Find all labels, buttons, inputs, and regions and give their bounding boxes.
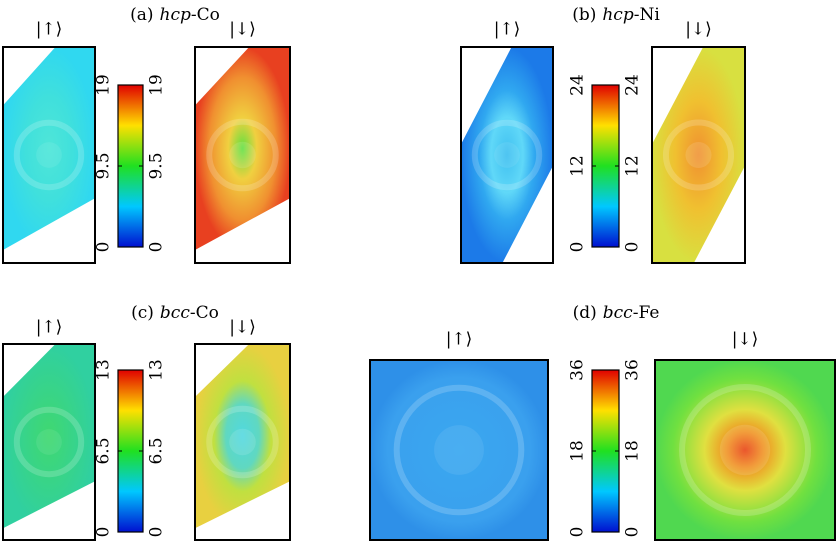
heatmap (3, 47, 95, 251)
element: -Co (191, 5, 220, 25)
colorbar-tick-label: 6.5 (147, 437, 167, 464)
colorbar (591, 369, 620, 533)
heatmap-feature (206, 405, 279, 479)
colorbar-tick-label: 0 (568, 527, 588, 538)
heatmap-border (369, 359, 549, 541)
colorbar-tick-label: 19 (147, 74, 167, 96)
panel-title: (c) bcc-Co (131, 303, 219, 323)
heatmap-feature (494, 142, 520, 168)
lattice: hcp (602, 5, 633, 25)
heatmap-feature (471, 119, 543, 191)
colorbar-tick-label: 9.5 (147, 152, 167, 179)
colorbar (591, 84, 620, 248)
spin-down-label: |↓⟩ (229, 318, 256, 338)
element: -Co (190, 303, 219, 323)
lattice: bcc (603, 303, 633, 323)
colorbar-tick-label: 0 (147, 242, 167, 253)
heatmap-border (654, 359, 836, 541)
heatmap (370, 360, 548, 540)
spin-down-label: |↓⟩ (685, 20, 712, 40)
heatmap-border (2, 343, 96, 541)
heatmap-feature (36, 142, 62, 168)
colorbar-tick-label: 18 (623, 440, 643, 462)
heatmap-border (2, 46, 96, 264)
panel-label: (b) (572, 5, 596, 25)
lattice: bcc (160, 303, 190, 323)
colorbar-tick-label: 36 (623, 359, 643, 381)
spin-down-label: |↓⟩ (229, 20, 256, 40)
heatmap (195, 344, 290, 529)
heatmap-feature (229, 428, 256, 456)
spin-down-label: |↓⟩ (732, 330, 759, 350)
colorbar-tick-label: 19 (94, 74, 114, 96)
colorbar-tick-label: 13 (147, 359, 167, 381)
panel-label: (a) (130, 5, 153, 25)
heatmap-feature (662, 119, 735, 191)
panel-title: (b) hcp-Ni (572, 5, 660, 25)
colorbar-tick-label: 13 (94, 359, 114, 381)
spin-up-label: |↑⟩ (36, 20, 63, 40)
colorbar-tick-label: 0 (623, 242, 643, 253)
heatmap (461, 47, 553, 263)
colorbar-tick-label: 0 (147, 527, 167, 538)
panel-title: (a) hcp-Co (130, 5, 220, 25)
spin-up-label: |↑⟩ (446, 330, 473, 350)
heatmap (655, 360, 835, 540)
colorbar (117, 369, 144, 533)
panel-label: (c) (131, 303, 154, 323)
colorbar-tick-label: 24 (568, 74, 588, 96)
colorbar-tick-label: 0 (623, 527, 643, 538)
heatmap-border (194, 46, 291, 264)
heatmap-feature (393, 384, 525, 516)
heatmap-border (651, 46, 746, 264)
colorbar-tick-label: 36 (568, 359, 588, 381)
panel-title: (d) bcc-Fe (573, 303, 660, 323)
colorbar-tick-label: 18 (568, 440, 588, 462)
element: -Fe (633, 303, 660, 323)
colorbar-tick-label: 0 (568, 242, 588, 253)
heatmap-feature (13, 406, 85, 478)
heatmap-feature (206, 118, 279, 192)
element: -Ni (634, 5, 661, 25)
heatmap-border (194, 343, 291, 541)
heatmap (652, 47, 745, 263)
colorbar-tick-label: 0 (94, 242, 114, 253)
heatmap (195, 47, 290, 251)
heatmap-feature (719, 424, 771, 476)
heatmap-feature (685, 141, 712, 169)
heatmap (3, 344, 95, 529)
lattice: hcp (160, 5, 191, 25)
heatmap-feature (13, 119, 85, 191)
heatmap-feature (434, 425, 484, 475)
heatmap-feature (679, 384, 811, 516)
colorbar-tick-label: 24 (623, 74, 643, 96)
colorbar-tick-label: 0 (94, 527, 114, 538)
heatmap-feature (36, 429, 62, 455)
panel-label: (d) (573, 303, 597, 323)
colorbar-tick-label: 12 (623, 155, 643, 177)
colorbar-tick-label: 12 (568, 155, 588, 177)
spin-up-label: |↑⟩ (36, 318, 63, 338)
colorbar-tick-label: 6.5 (94, 437, 114, 464)
colorbar-tick-label: 9.5 (94, 152, 114, 179)
heatmap-feature (229, 141, 256, 169)
spin-up-label: |↑⟩ (494, 20, 521, 40)
heatmap-border (460, 46, 554, 264)
